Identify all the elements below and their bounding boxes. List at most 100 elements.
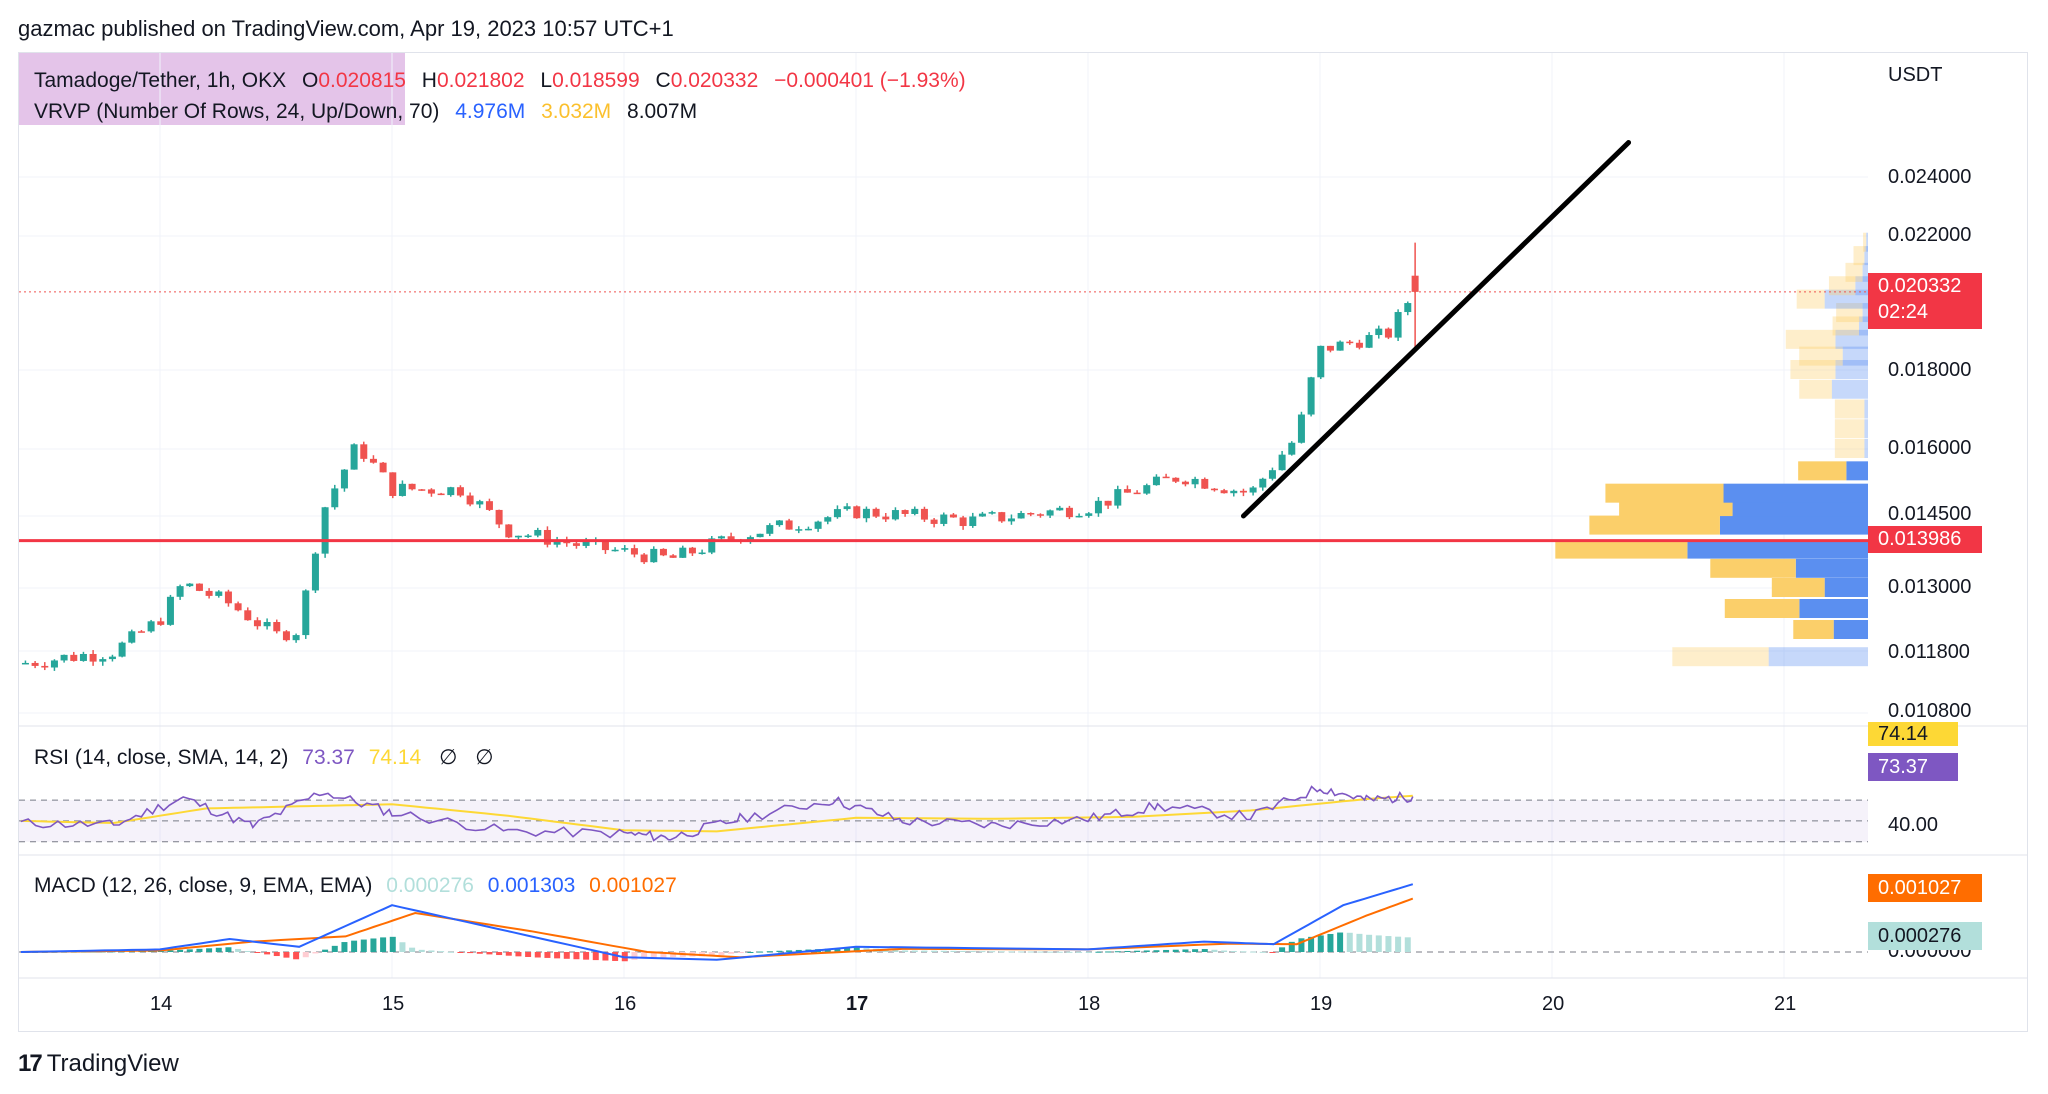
legend-o-value: 0.020815 [318, 69, 406, 92]
macd-histogram-bar [1269, 952, 1276, 953]
candle-body [1133, 492, 1141, 495]
legend-macd-label[interactable]: MACD (12, 26, close, 9, EMA, EMA) [34, 874, 373, 897]
candle-body [1288, 442, 1296, 455]
macd-histogram-bar [718, 952, 725, 956]
macd-histogram-bar [254, 952, 261, 953]
volume-profile-up [1824, 578, 1868, 597]
macd-histogram-bar [1105, 951, 1112, 953]
macd-histogram-bar [476, 952, 483, 954]
rsi-line [20, 785, 1414, 842]
candle-body [1027, 513, 1035, 515]
candle-body [195, 583, 203, 591]
macd-histogram-bar [312, 952, 319, 954]
macd-histogram-bar [1395, 936, 1402, 952]
candle-body [1384, 328, 1392, 338]
macd-line [20, 883, 1414, 961]
candle-body [688, 547, 696, 554]
candle-body [1094, 500, 1102, 514]
candle-body [679, 547, 687, 558]
candle-body [379, 462, 387, 473]
volume-profile-up [1835, 329, 1868, 349]
candle-body [621, 548, 629, 550]
candle-body [89, 653, 97, 662]
price-label: 0.010800 [1888, 700, 1972, 722]
legend-rsi-label[interactable]: RSI (14, close, SMA, 14, 2) [34, 746, 289, 769]
candle-body [872, 508, 880, 517]
macd-histogram-bar [1356, 933, 1363, 952]
candle-body [1375, 328, 1383, 336]
legend-c-label: C [655, 69, 671, 92]
macd-histogram-bar [244, 950, 251, 952]
rsi-axis-label: 40.00 [1888, 814, 1939, 836]
candle-body [534, 529, 542, 536]
macd-histogram-bar [795, 949, 802, 952]
macd-histogram-bar [960, 950, 967, 952]
macd-histogram-bar [641, 952, 648, 959]
candle-body [524, 535, 532, 538]
candle-body [31, 662, 39, 666]
macd-histogram-bar [592, 952, 599, 961]
legend-vrvp-label[interactable]: VRVP (Number Of Rows, 24, Up/Down, 70) [34, 100, 440, 123]
volume-profile-down [1853, 246, 1865, 266]
time-label: 21 [1774, 993, 1797, 1015]
volume-profile-up [1866, 232, 1868, 252]
macd-histogram-bar [380, 937, 387, 952]
candle-body [930, 519, 938, 524]
macd-histogram-bar [1047, 951, 1054, 953]
candle-body [1259, 478, 1267, 488]
candle-body [553, 540, 561, 545]
macd-histogram-bar [911, 950, 918, 952]
time-label: 17 [846, 993, 869, 1015]
legend-change: −0.000401 (−1.93%) [774, 69, 966, 92]
legend-l-value: 0.018599 [552, 69, 640, 92]
candle-body [350, 444, 358, 470]
candle-body [650, 548, 658, 563]
macd-histogram-bar [737, 952, 744, 953]
macd-histogram-bar [167, 950, 174, 952]
macd-histogram-bar [998, 951, 1005, 953]
macd-histogram-bar [409, 947, 416, 952]
candle-body [766, 525, 774, 534]
macd-histogram-bar [950, 950, 957, 952]
candle-body [157, 621, 165, 625]
macd-histogram-bar [853, 947, 860, 952]
macd-histogram-bar [650, 952, 657, 958]
macd-histogram-bar [1366, 934, 1373, 952]
candle-body [1210, 488, 1218, 491]
candle-body [708, 538, 716, 553]
volume-profile-down [1771, 578, 1825, 597]
candle-body [1017, 513, 1025, 519]
macd-histogram-bar [1076, 951, 1083, 953]
candle-body [456, 487, 464, 496]
macd-histogram-bar [670, 952, 677, 958]
macd-histogram-bar [1230, 950, 1237, 952]
candle-body [224, 591, 232, 604]
macd-histogram-bar [1056, 951, 1063, 953]
candle-body [920, 508, 928, 520]
macd-histogram-bar [969, 951, 976, 953]
macd-histogram-bar [389, 936, 396, 952]
candle-body [630, 548, 638, 555]
macd-histogram-bar [1288, 941, 1295, 952]
macd-histogram-bar [418, 949, 425, 952]
macd-histogram-bar [1018, 951, 1025, 953]
volume-profile-down [1832, 316, 1859, 336]
volume-profile-up [1833, 620, 1868, 639]
volume-profile-up [1799, 599, 1868, 618]
volume-profile-up [1719, 515, 1868, 535]
legend-macd-hist: 0.000276 [386, 874, 474, 897]
macd-histogram-bar [602, 952, 609, 961]
macd-histogram-bar [844, 947, 851, 952]
macd-histogram-bar [1085, 951, 1092, 953]
candle-body [1201, 478, 1209, 489]
candle-body [495, 509, 503, 525]
candle-body [485, 501, 493, 510]
legend-rsi-value: 73.37 [302, 746, 355, 769]
volume-profile-down [1796, 289, 1825, 309]
macd-histogram-bar [1375, 935, 1382, 952]
macd-histogram-bar [264, 952, 271, 955]
tradingview-logo[interactable]: 17 TradingView [18, 1050, 179, 1078]
macd-histogram-bar [1163, 949, 1170, 952]
legend-symbol[interactable]: Tamadoge/Tether, 1h, OKX [34, 69, 287, 92]
